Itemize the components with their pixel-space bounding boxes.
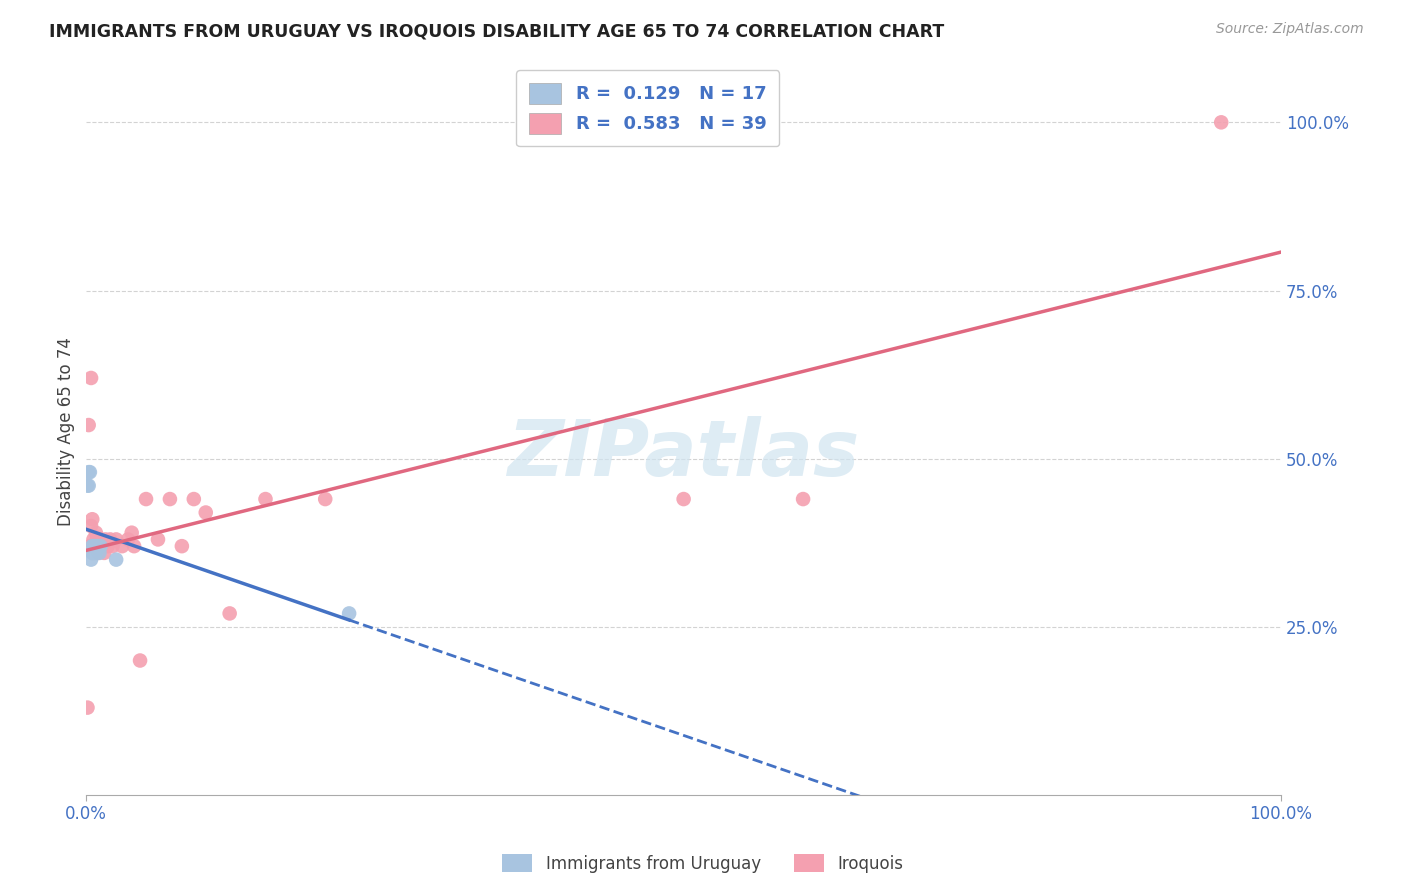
Point (80, 552, 103, 566)
Point (84, 525, 107, 540)
Point (146, 533, 169, 547)
Point (82, 539, 104, 553)
Point (87, 546, 110, 560)
Point (254, 491, 277, 506)
Point (135, 491, 157, 506)
Point (1211, 115, 1233, 129)
Point (90, 539, 112, 553)
Legend: Immigrants from Uruguay, Iroquois: Immigrants from Uruguay, Iroquois (496, 847, 910, 880)
Point (218, 607, 240, 621)
Point (90, 539, 112, 553)
Point (76, 478, 98, 492)
Text: IMMIGRANTS FROM URUGUAY VS IROQUOIS DISABILITY AGE 65 TO 74 CORRELATION CHART: IMMIGRANTS FROM URUGUAY VS IROQUOIS DISA… (49, 22, 945, 40)
Point (79, 465, 101, 479)
Y-axis label: Disability Age 65 to 74: Disability Age 65 to 74 (58, 337, 75, 526)
Point (86, 533, 108, 547)
Point (84, 546, 107, 560)
Point (83, 539, 105, 553)
Point (94, 533, 117, 547)
Point (159, 491, 181, 506)
Point (90, 533, 112, 547)
Point (314, 491, 336, 506)
Point (183, 491, 205, 506)
Point (82, 539, 104, 553)
Point (105, 533, 128, 547)
Point (77, 465, 100, 479)
Point (121, 525, 143, 540)
Legend: R =  0.129   N = 17, R =  0.583   N = 39: R = 0.129 N = 17, R = 0.583 N = 39 (516, 70, 779, 146)
Point (86, 539, 108, 553)
Point (76, 700, 98, 714)
Point (89, 546, 111, 560)
Point (93, 546, 115, 560)
Point (79, 539, 101, 553)
Point (792, 491, 814, 506)
Point (83, 539, 105, 553)
Point (82, 539, 104, 553)
Point (337, 607, 360, 621)
Point (82, 533, 104, 547)
Point (82, 512, 104, 526)
Point (672, 491, 695, 506)
Point (77, 478, 100, 492)
Point (91, 539, 114, 553)
Point (82, 546, 104, 560)
Point (117, 533, 139, 547)
Point (97, 539, 120, 553)
Point (87, 539, 110, 553)
Point (101, 539, 124, 553)
Text: Source: ZipAtlas.com: Source: ZipAtlas.com (1216, 22, 1364, 37)
Point (80, 519, 103, 533)
Point (98, 533, 121, 547)
Point (105, 552, 128, 566)
Point (170, 539, 193, 553)
Point (77, 418, 100, 433)
Point (89, 539, 111, 553)
Point (129, 653, 152, 667)
Point (111, 539, 134, 553)
Point (82, 546, 104, 560)
Point (80, 371, 103, 385)
Point (194, 506, 217, 520)
Point (122, 539, 145, 553)
Text: ZIPatlas: ZIPatlas (508, 416, 859, 491)
